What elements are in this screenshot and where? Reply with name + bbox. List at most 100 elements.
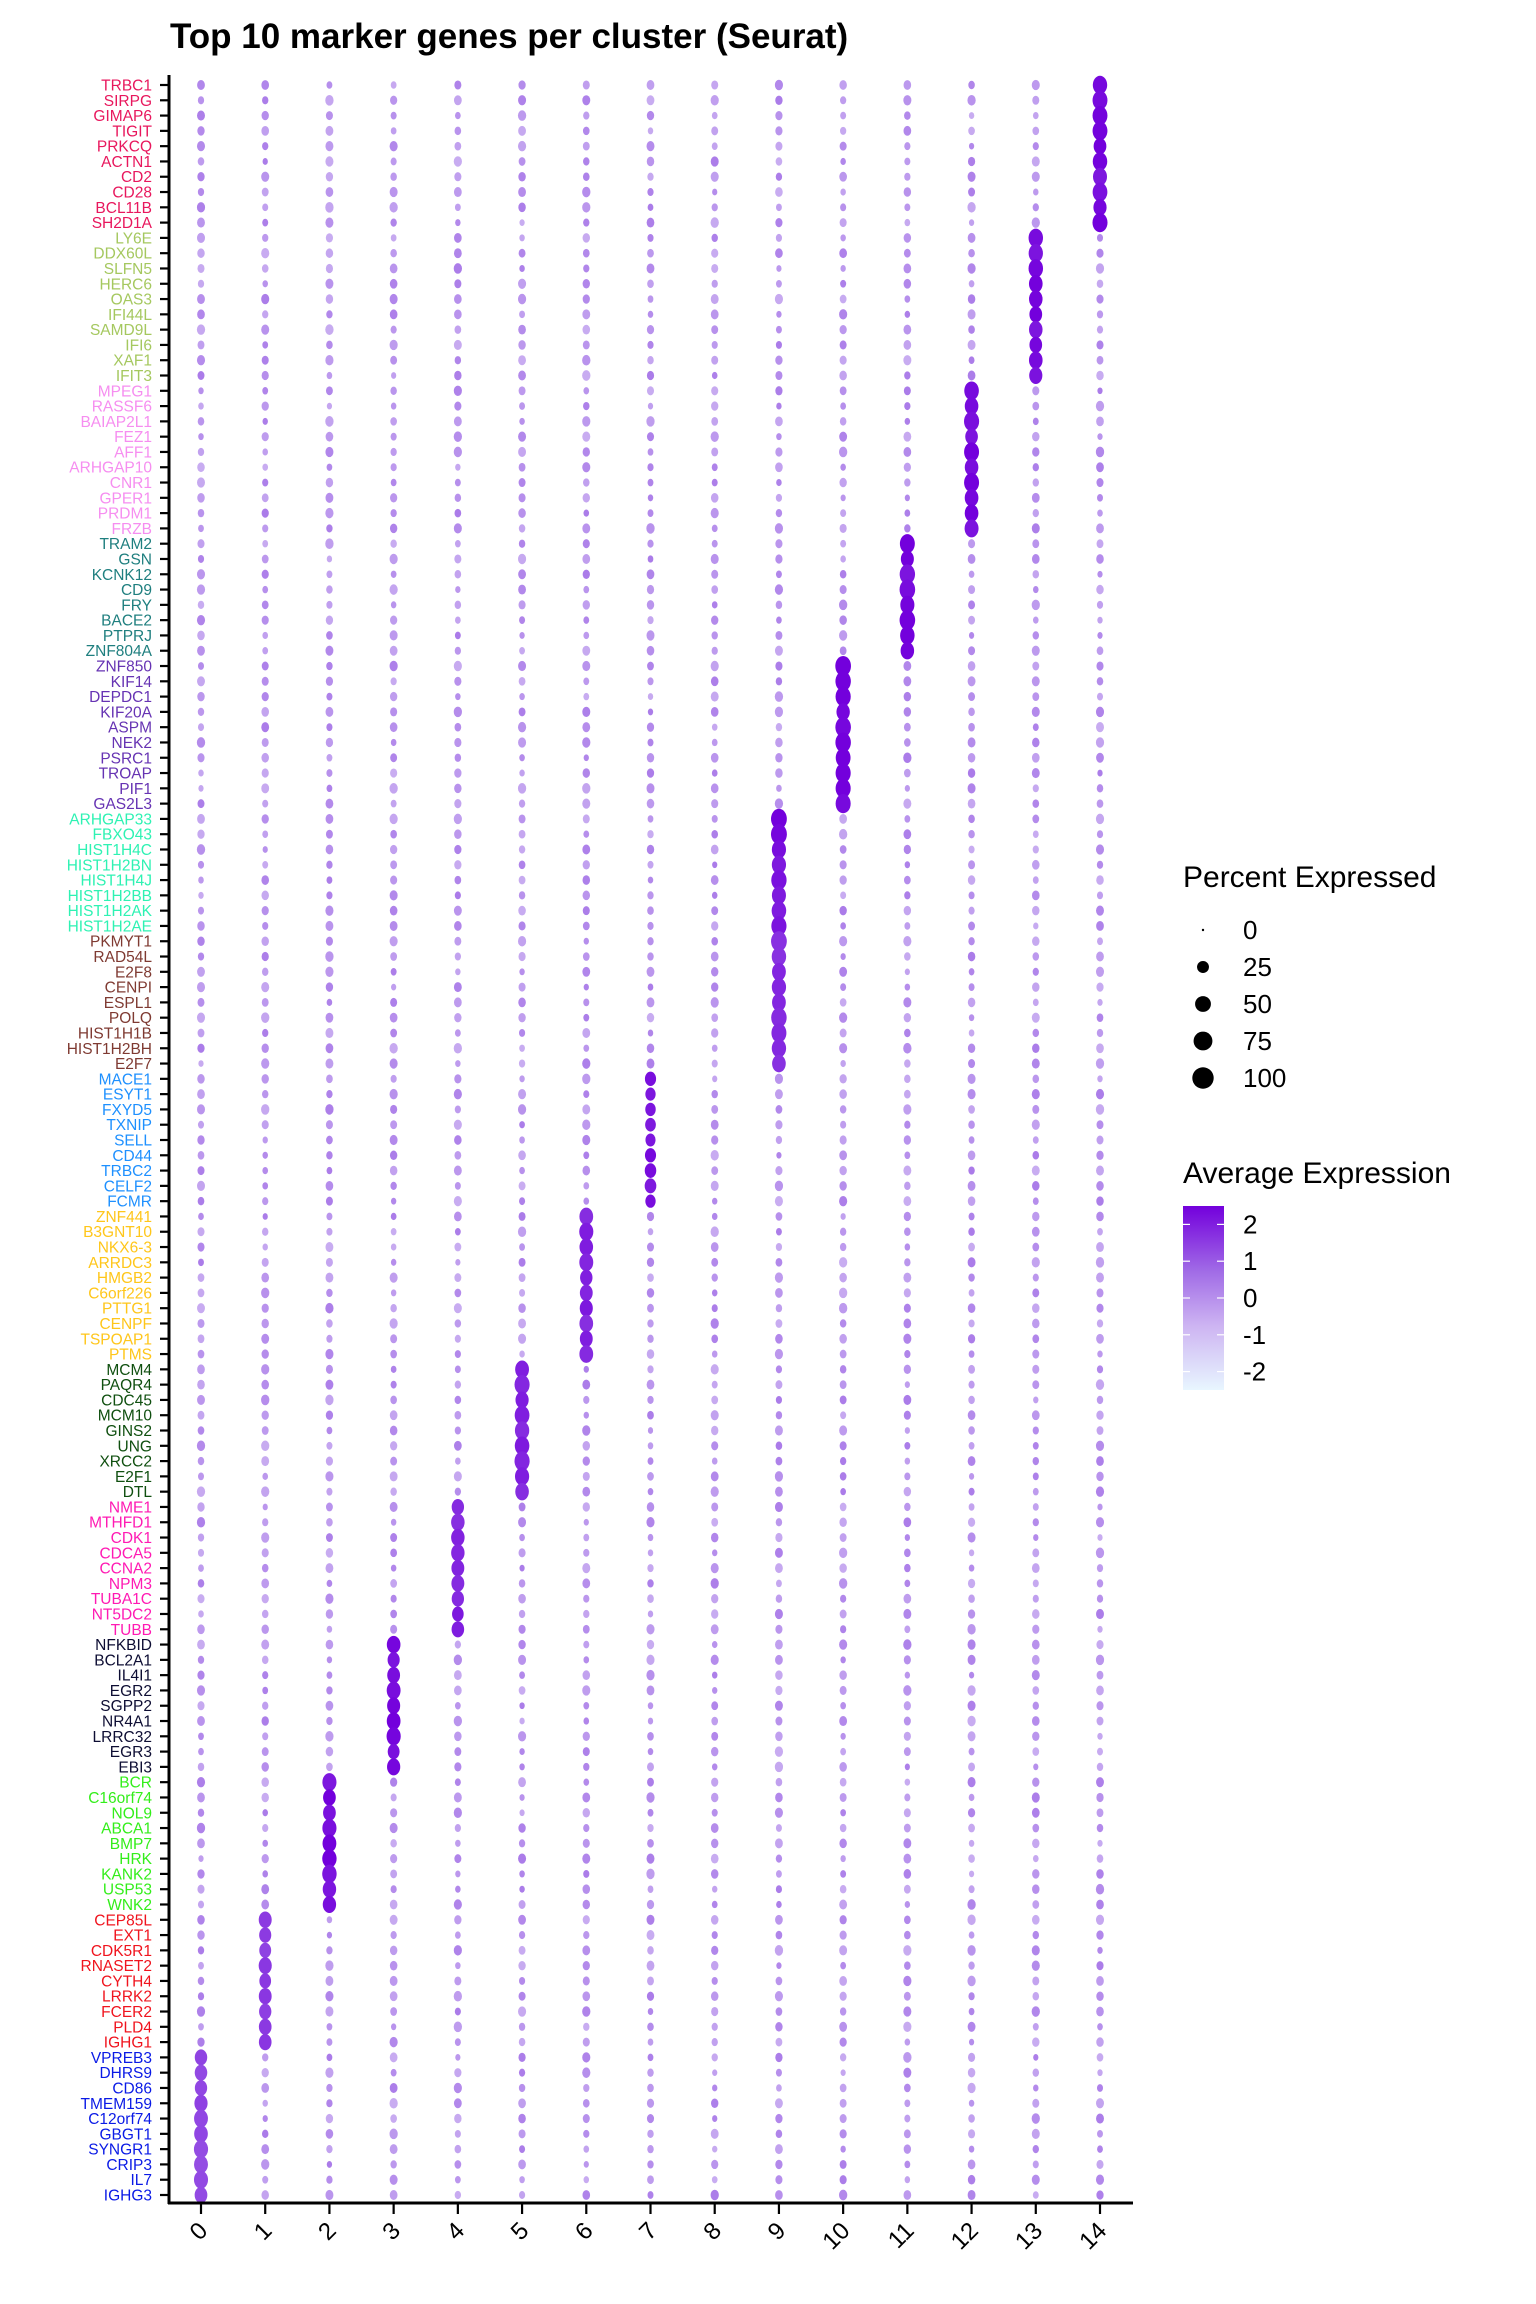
dot <box>774 1073 783 1085</box>
dot <box>518 1548 526 1558</box>
dot <box>390 493 398 503</box>
dot <box>775 2159 783 2170</box>
dot <box>903 1639 912 1650</box>
dot <box>326 631 333 640</box>
dot <box>646 844 655 855</box>
dot <box>198 891 204 899</box>
dot <box>646 156 655 167</box>
gene-label: NT5DC2 <box>92 1606 152 1623</box>
dot <box>904 1074 911 1084</box>
dot <box>583 1365 589 1373</box>
dot <box>1032 631 1040 640</box>
dot <box>518 982 526 992</box>
dot <box>197 279 205 288</box>
dot <box>710 1654 719 1666</box>
dot <box>1031 1012 1040 1023</box>
dot <box>389 263 398 274</box>
dot <box>583 983 589 991</box>
dot <box>518 1579 526 1588</box>
dot <box>454 891 461 900</box>
dot <box>326 310 333 319</box>
dot <box>1029 336 1043 354</box>
dot <box>1097 1075 1103 1083</box>
dot <box>964 411 980 432</box>
dot <box>835 671 851 692</box>
dot <box>1097 998 1103 1006</box>
dot <box>390 1380 397 1389</box>
dot <box>711 279 718 288</box>
gene-label: HIST1H2BB <box>68 888 152 905</box>
dot <box>710 1471 719 1482</box>
dot <box>261 783 270 794</box>
dot <box>1096 1303 1104 1313</box>
dot <box>325 1104 334 1115</box>
dot <box>1096 1899 1104 1910</box>
dot <box>197 1655 205 1664</box>
dot <box>326 1762 333 1772</box>
dot <box>390 539 397 548</box>
dot <box>967 1088 976 1100</box>
dot <box>968 1503 975 1511</box>
dot <box>904 157 911 166</box>
dot <box>262 1182 269 1190</box>
dot <box>903 1486 912 1497</box>
dot <box>197 1808 205 1817</box>
dot <box>711 1763 718 1771</box>
dot <box>582 1807 591 1818</box>
dot <box>518 80 526 90</box>
dot <box>451 1499 465 1515</box>
dot <box>197 1410 205 1420</box>
dot <box>839 1472 847 1481</box>
gene-label: CYTH4 <box>101 1973 152 1990</box>
dot <box>774 1425 783 1436</box>
dot <box>711 1212 718 1221</box>
dot <box>1093 167 1107 186</box>
dot <box>325 706 334 717</box>
dot <box>775 1120 783 1130</box>
dot <box>647 891 654 900</box>
dot <box>454 1685 462 1696</box>
dot <box>904 1763 910 1771</box>
dot <box>519 2176 525 2184</box>
dot <box>646 1960 655 1971</box>
dot <box>261 187 269 197</box>
dot <box>775 187 783 197</box>
gene-label: SYNGR1 <box>88 2142 152 2159</box>
dot <box>583 1044 590 1052</box>
dot <box>197 1579 205 1588</box>
dot <box>1032 1609 1040 1619</box>
dot <box>1096 1013 1104 1022</box>
gene-label: RNASET2 <box>81 1958 153 1975</box>
gene-label: TMEM159 <box>81 2096 153 2113</box>
dot <box>262 1686 269 1695</box>
dot <box>710 1119 719 1130</box>
dot <box>1097 1839 1103 1847</box>
dot <box>519 754 525 762</box>
dot <box>710 1869 719 1879</box>
dot <box>836 703 850 721</box>
dot <box>647 616 654 625</box>
dot <box>774 1195 783 1207</box>
gene-label: BCL11B <box>95 200 152 217</box>
dot <box>261 1426 269 1435</box>
dot <box>389 2036 398 2048</box>
dot <box>455 1060 461 1068</box>
dot <box>647 356 654 365</box>
dot <box>775 1563 783 1574</box>
dot <box>903 997 912 1008</box>
dot <box>968 1747 975 1756</box>
dot <box>646 432 655 442</box>
dot <box>326 2099 333 2108</box>
dot <box>840 891 847 900</box>
dot <box>968 1380 975 1389</box>
dot <box>903 1042 912 1054</box>
dot <box>454 921 462 931</box>
dot <box>774 1272 784 1283</box>
dot <box>518 1089 527 1100</box>
dot <box>454 294 462 304</box>
dot <box>903 1196 912 1207</box>
dot <box>261 1548 269 1558</box>
dot <box>390 1624 398 1634</box>
dot <box>968 126 975 136</box>
dot <box>775 1395 783 1404</box>
